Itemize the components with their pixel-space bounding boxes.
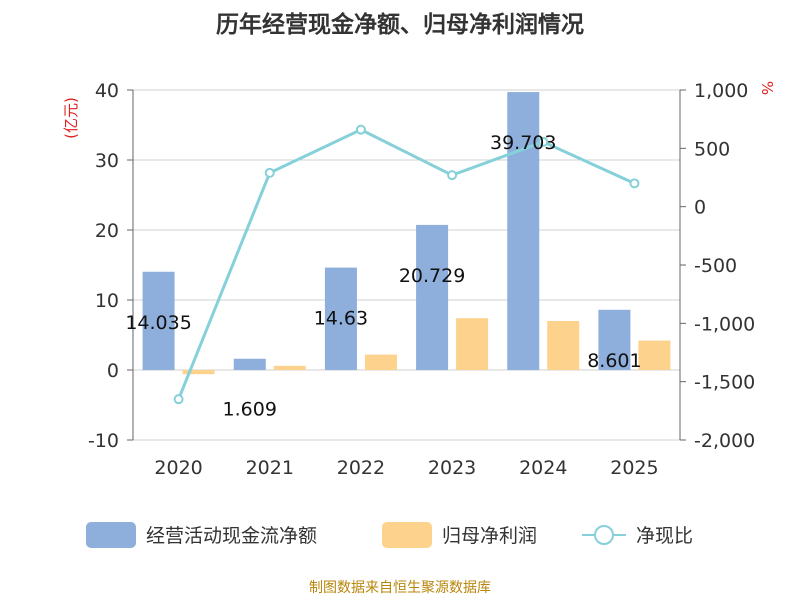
legend-label: 经营活动现金流净额 [146, 525, 317, 547]
right-tick-label: -2,000 [694, 430, 755, 452]
net-profit-bar [182, 370, 215, 375]
x-tick-label: 2023 [428, 457, 476, 479]
cashflow-bar [507, 92, 540, 370]
cash-ratio-point [538, 136, 549, 147]
right-tick-label: -1,000 [694, 313, 755, 335]
x-tick-label: 2021 [246, 457, 294, 479]
x-tick-label: 2025 [610, 457, 658, 479]
cashflow-data-label: 1.609 [223, 399, 277, 421]
net-profit-bar [364, 354, 397, 370]
legend-marker [594, 525, 614, 545]
x-tick-label: 2022 [337, 457, 385, 479]
legend-swatch [86, 522, 136, 548]
x-tick-label: 2024 [519, 457, 567, 479]
cash-ratio-point [173, 394, 184, 405]
cashflow-bar [233, 358, 266, 370]
right-tick-label: 1,000 [694, 80, 748, 102]
legend: 经营活动现金流净额 归母净利润 净现比 [86, 522, 693, 548]
net-profit-bar [638, 340, 671, 370]
cash-ratio-line [177, 127, 636, 400]
cashflow-bar [416, 224, 449, 370]
cashflow-data-label: 8.601 [587, 350, 641, 372]
cash-ratio-point [264, 167, 275, 178]
x-tick-label: 2020 [154, 457, 202, 479]
left-tick-label: -10 [88, 430, 119, 452]
legend-swatch [382, 522, 432, 548]
cashflow-data-label: 14.035 [125, 312, 191, 334]
cash-ratio-point [447, 170, 458, 181]
cash-ratio-point [355, 124, 366, 135]
cashflow-data-label: 20.729 [399, 265, 465, 287]
left-tick-label: 10 [95, 290, 119, 312]
cashflow-bar [142, 271, 175, 370]
net-profit-bar [547, 321, 580, 370]
net-profit-bar [273, 365, 306, 370]
right-tick-label: -500 [694, 255, 737, 277]
axes: -10 0 10 20 30 40 -2,000 -1,500 -1,000 -500 0 500 1,… [62, 80, 776, 479]
gridlines [133, 89, 680, 441]
cashflow-data-label: 39.703 [490, 132, 556, 154]
data-labels: 14.035 1.609 14.63 20.729 39.703 8.601 [125, 132, 641, 421]
left-axis-unit: (亿元) [62, 97, 80, 139]
net-profit-bar [456, 318, 489, 370]
legend-label: 净现比 [636, 525, 693, 547]
right-axis-unit: % [758, 81, 776, 95]
right-tick-label: -1,500 [694, 372, 755, 394]
cashflow-bar [598, 309, 631, 370]
line-series [173, 124, 640, 405]
source-note: 制图数据来自恒生聚源数据库 [309, 580, 491, 596]
cashflow-bar [324, 267, 357, 370]
left-tick-label: 30 [95, 150, 119, 172]
legend-label: 归母净利润 [442, 525, 537, 547]
bar-series [142, 92, 671, 375]
cash-ratio-point [629, 178, 640, 189]
right-tick-label: 500 [694, 138, 730, 160]
left-tick-label: 40 [95, 80, 119, 102]
right-tick-label: 0 [694, 197, 706, 219]
left-tick-label: 20 [95, 220, 119, 242]
chart-title: 历年经营现金净额、归母净利润情况 [216, 11, 584, 38]
cashflow-data-label: 14.63 [314, 308, 368, 330]
left-tick-label: 0 [107, 360, 119, 382]
